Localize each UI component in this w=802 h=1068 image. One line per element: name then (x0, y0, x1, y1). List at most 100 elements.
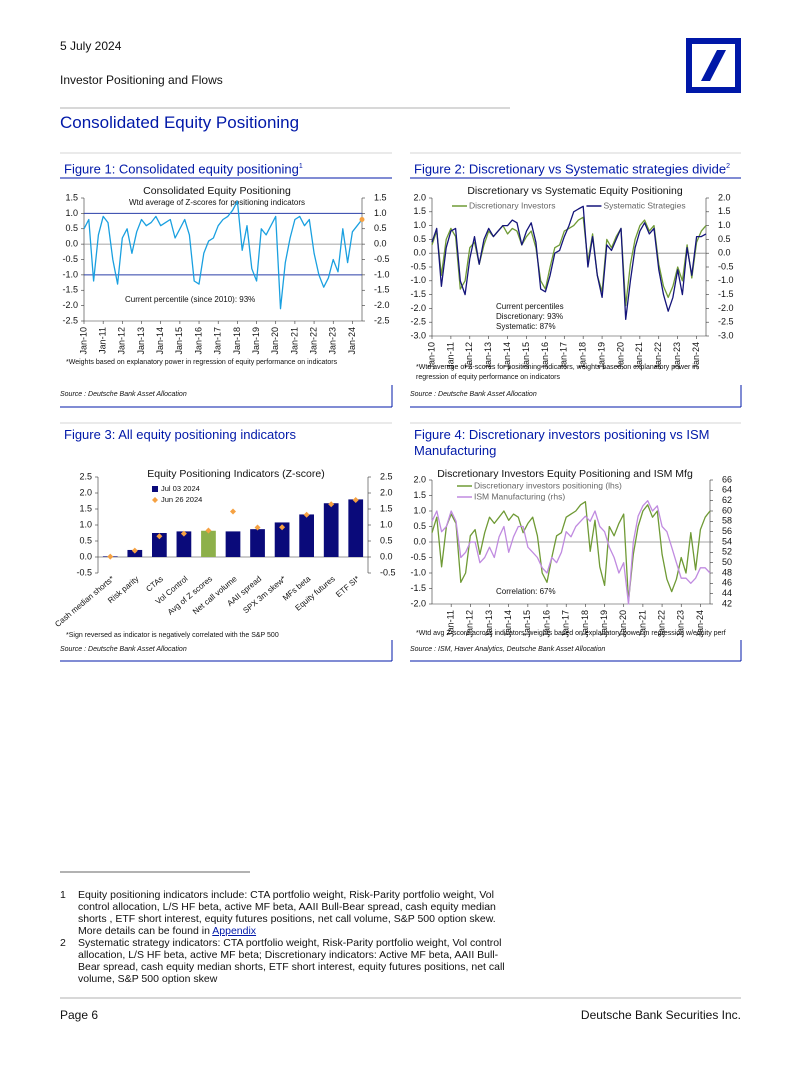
marker (230, 508, 236, 515)
legend-label: Systematic Strategies (603, 200, 685, 210)
y2-tick-label: -1.0 (374, 269, 390, 279)
marker (279, 524, 286, 531)
y-tick-label: -2.5 (410, 317, 426, 327)
y-tick-label: 2.5 (79, 471, 92, 481)
x-tick-label: Jan-20 (270, 327, 280, 355)
x-tick-label: Jan-15 (522, 610, 532, 638)
series-line (431, 500, 711, 605)
x-tick-label: Jan-18 (578, 342, 588, 370)
bar (250, 529, 265, 557)
x-tick-label: Jan-15 (521, 342, 531, 370)
y2-tick-label: -2.0 (718, 303, 734, 313)
x-tick-label: Jan-17 (559, 342, 569, 370)
figure-source: Source : Deutsche Bank Asset Allocation (410, 391, 537, 398)
legend-label: Jul 03 2024 (161, 484, 200, 493)
y2-tick-label: -2.0 (374, 300, 390, 310)
figure-source: Source : ISM, Haver Analytics, Deutsche … (410, 646, 606, 653)
figure-note: *Weights based on explanatory power in r… (66, 359, 338, 366)
series-line (431, 216, 707, 307)
x-tick-label: Jan-11 (445, 342, 455, 369)
figure-title: Figure 4: Discretionary investors positi… (414, 427, 710, 458)
y2-tick-label: 64 (722, 485, 732, 495)
y2-tick-label: 0.5 (718, 234, 731, 244)
y2-tick-label: 0.5 (374, 223, 387, 233)
footnote-text: Equity positioning indicators include: C… (78, 889, 496, 937)
figure-title-text: Figure 2: Discretionary vs Systematic st… (414, 161, 727, 177)
x-tick-label: Jan-24 (691, 342, 701, 370)
y2-tick-label: 1.0 (374, 208, 387, 218)
footnote: Systematic strategy indicators: CTA port… (78, 937, 505, 985)
y-tick-label: -1.5 (62, 285, 78, 295)
figure-source: Source : Deutsche Bank Asset Allocation (60, 391, 187, 398)
y-tick-label: 2.0 (413, 192, 426, 202)
x-tick-label: Jan-19 (596, 342, 606, 370)
y2-tick-label: 2.5 (380, 471, 393, 481)
y2-tick-label: 0.0 (718, 248, 731, 258)
report-name: Investor Positioning and Flows (60, 73, 223, 87)
x-tick-label: Jan-18 (232, 327, 242, 355)
y-tick-label: -1.0 (62, 269, 78, 279)
x-tick-label: Jan-24 (695, 610, 705, 638)
x-tick-label: Jan-19 (251, 327, 261, 355)
y2-tick-label: -0.5 (374, 254, 390, 264)
figure-note: *Wtd avg Z-score across indicators; weig… (416, 630, 726, 637)
y2-tick-label: -3.0 (718, 330, 734, 340)
y2-tick-label: 1.5 (718, 206, 731, 216)
legend-marker (152, 497, 158, 503)
y2-tick-label: 0.0 (374, 239, 387, 249)
x-tick-label: Jan-18 (580, 610, 590, 638)
y-tick-label: 1.5 (65, 192, 78, 202)
y2-tick-label: 48 (722, 567, 732, 577)
section-title: Consolidated Equity Positioning (60, 113, 300, 132)
x-tick-label: Cash median shorts* (53, 574, 116, 629)
y-tick-label: -1.5 (410, 289, 426, 299)
annotation: Correlation: 67% (496, 587, 556, 596)
series-line (83, 200, 363, 310)
series-line (431, 501, 711, 602)
figure-title: Figure 1: Consolidated equity positionin… (64, 159, 384, 177)
x-tick-label: Jan-20 (615, 342, 625, 370)
x-tick-label: Jan-22 (308, 327, 318, 355)
marker (107, 553, 114, 560)
bar (152, 533, 167, 557)
y2-tick-label: -2.5 (718, 317, 734, 327)
y2-tick-label: 54 (722, 536, 732, 546)
figure-title: Figure 2: Discretionary vs Systematic st… (414, 159, 744, 177)
y2-tick-label: 2.0 (380, 487, 393, 497)
y-tick-label: -1.5 (410, 583, 426, 593)
y2-tick-label: 2.0 (718, 192, 731, 202)
x-tick-label: Jan-21 (634, 342, 644, 370)
marker (131, 547, 138, 554)
logo-slash (701, 50, 726, 81)
x-tick-label: Jan-20 (618, 610, 628, 638)
y-tick-label: 0.5 (413, 234, 426, 244)
chart-title: Discretionary vs Systematic Equity Posit… (467, 185, 682, 197)
figure-title-text: Figure 1: Consolidated equity positionin… (64, 161, 299, 177)
x-tick-label: Jan-10 (78, 327, 88, 355)
y-tick-label: 1.0 (65, 208, 78, 218)
company: Deutsche Bank Securities Inc. (580, 1008, 741, 1022)
y-tick-label: 1.0 (79, 519, 92, 529)
x-tick-label: Jan-14 (155, 327, 165, 355)
footnote-number: 1 (60, 889, 66, 901)
appendix-link[interactable]: Appendix (212, 925, 257, 937)
y-tick-label: -2.0 (410, 598, 426, 608)
x-tick-label: Jan-23 (676, 610, 686, 638)
y-tick-label: 2.0 (79, 487, 92, 497)
y2-tick-label: -1.0 (718, 275, 734, 285)
y2-tick-label: 1.0 (718, 220, 731, 230)
marker (205, 527, 212, 534)
x-tick-label: Jan-11 (446, 610, 456, 637)
footnote-number: 2 (60, 937, 66, 949)
report-date: 5 July 2024 (60, 39, 122, 53)
figure-note: *Sign reversed as indicator is negativel… (66, 632, 279, 639)
x-tick-label: Jan-16 (540, 342, 550, 370)
y-tick-label: 0.0 (79, 551, 92, 561)
y-tick-label: 0.5 (65, 223, 78, 233)
annotation: Current percentile (since 2010): 93% (125, 295, 255, 304)
bar (225, 531, 241, 557)
y-tick-label: 1.5 (79, 503, 92, 513)
y2-tick-label: 46 (722, 578, 732, 588)
